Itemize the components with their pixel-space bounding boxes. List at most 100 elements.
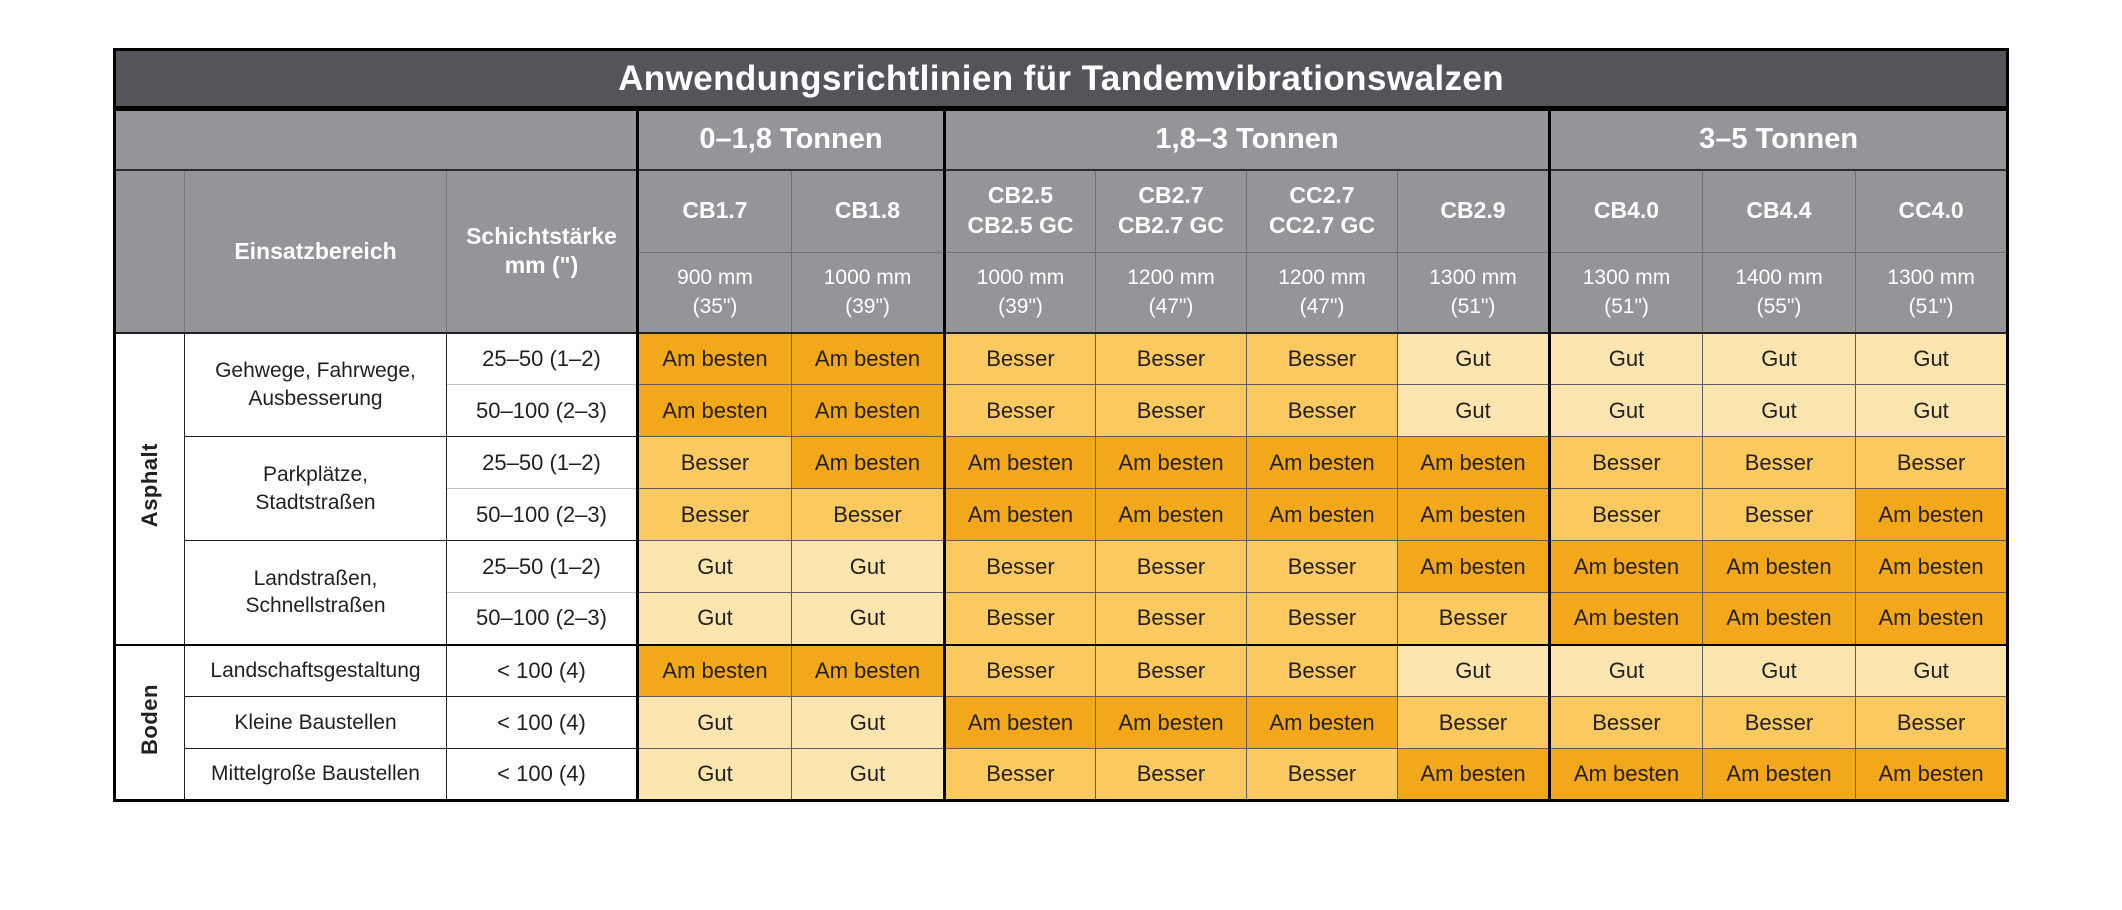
rating-cell: Am besten xyxy=(1246,488,1398,541)
rating-cell: Am besten xyxy=(636,384,792,437)
rating-cell: Am besten xyxy=(791,384,945,437)
section-label: Boden xyxy=(114,643,185,801)
rating-cell: Am besten xyxy=(1702,540,1856,593)
model-header: CB4.0 xyxy=(1548,169,1703,253)
rating-cell: Besser xyxy=(636,436,792,489)
rating-cell: Gut xyxy=(1854,643,2008,697)
rating-cell: Besser xyxy=(1246,592,1398,645)
rating-cell: Gut xyxy=(1548,643,1703,697)
rating-cell: Am besten xyxy=(1854,540,2008,593)
rating-cell: Am besten xyxy=(1854,748,2008,801)
einsatzbereich-cell: Gehwege, Fahrwege, Ausbesserung xyxy=(184,331,447,437)
drum-width-cell: 1200 mm (47") xyxy=(1095,252,1247,333)
drum-width-cell: 1300 mm (51") xyxy=(1854,252,2008,333)
rating-cell: Besser xyxy=(1095,592,1247,645)
rating-cell: Am besten xyxy=(943,436,1096,489)
drum-width-cell: 1000 mm (39") xyxy=(943,252,1096,333)
table-row: Boden Landschaftsgestaltung < 100 (4) Am be… xyxy=(114,643,2008,801)
rating-cell: Besser xyxy=(1548,488,1703,541)
table-row: Parkplätze, Stadtstraßen 25–50 (1–2) Besse… xyxy=(115,436,2008,541)
rating-cell: Am besten xyxy=(791,331,945,385)
rating-cell: Am besten xyxy=(1548,540,1703,593)
rating-cell: Besser xyxy=(943,331,1096,385)
rating-cell: Besser xyxy=(943,592,1096,645)
rating-cell: Gut xyxy=(791,748,945,801)
einsatzbereich-cell: Kleine Baustellen xyxy=(184,696,447,749)
table-row: 50–100 (2–3) Am besten Am besten Besser Bess… xyxy=(115,384,2008,437)
rating-cell: Am besten xyxy=(1397,540,1550,593)
rating-cell: Am besten xyxy=(1397,488,1550,541)
rating-cell: Besser xyxy=(1095,331,1247,385)
model-header-row: Einsatzbereich Schichtstärke mm (") CB1.… xyxy=(114,169,2008,333)
rating-cell: Gut xyxy=(1702,384,1856,437)
model-header: CB1.7 xyxy=(636,169,792,253)
rating-cell: Besser xyxy=(1246,384,1398,437)
model-header: CC2.7 CC2.7 GC xyxy=(1246,169,1398,253)
rating-cell: Besser xyxy=(943,540,1096,593)
schichtstaerke-cell: 25–50 (1–2) xyxy=(446,436,638,489)
drum-width-cell: 1300 mm (51") xyxy=(1548,252,1703,333)
drum-width-cell: 1200 mm (47") xyxy=(1246,252,1398,333)
rating-cell: Besser xyxy=(1095,384,1247,437)
rating-cell: Am besten xyxy=(1246,436,1398,489)
weight-class-header: 3–5 Tonnen xyxy=(1547,108,2008,171)
rating-cell: Besser xyxy=(1397,592,1550,645)
rating-cell: Am besten xyxy=(1548,748,1703,801)
drum-width-cell: 900 mm (35") xyxy=(636,252,792,333)
model-header: CC4.0 xyxy=(1854,169,2008,253)
rating-cell: Am besten xyxy=(1095,488,1247,541)
rating-cell: Gut xyxy=(791,540,945,593)
drum-width-row: 900 mm (35") 1000 mm (39") 1000 mm (39") 12… xyxy=(115,252,2008,333)
corner-section-cell xyxy=(114,169,185,333)
rating-cell: Gut xyxy=(1548,384,1703,437)
schichtstaerke-cell: < 100 (4) xyxy=(446,748,638,801)
rating-cell: Besser xyxy=(1095,643,1247,697)
table-row: Landstraßen, Schnellstraßen 25–50 (1–2) Gu… xyxy=(115,540,2008,645)
rating-cell: Gut xyxy=(1397,643,1550,697)
corner-blank-cell xyxy=(114,108,638,171)
drum-width-cell: 1300 mm (51") xyxy=(1397,252,1550,333)
rating-cell: Am besten xyxy=(1095,696,1247,749)
rating-cell: Am besten xyxy=(1246,696,1398,749)
rating-cell: Gut xyxy=(636,592,792,645)
weight-class-header: 1,8–3 Tonnen xyxy=(943,108,1550,171)
table-row: Kleine Baustellen < 100 (4) Gut Gut Am beste… xyxy=(115,696,2008,749)
table-row: 50–100 (2–3) Besser Besser Am besten Am best… xyxy=(115,488,2008,541)
rating-cell: Am besten xyxy=(1854,488,2008,541)
rating-cell: Besser xyxy=(1702,436,1856,489)
rating-cell: Besser xyxy=(1246,643,1398,697)
rating-cell: Am besten xyxy=(1095,436,1247,489)
schichtstaerke-header: Schichtstärke mm (") xyxy=(446,169,638,333)
rating-cell: Besser xyxy=(1548,436,1703,489)
schichtstaerke-cell: 50–100 (2–3) xyxy=(446,488,638,541)
rating-cell: Am besten xyxy=(1397,748,1550,801)
rating-cell: Am besten xyxy=(791,643,945,697)
rating-cell: Gut xyxy=(1702,643,1856,697)
rating-cell: Besser xyxy=(1854,696,2008,749)
rating-cell: Besser xyxy=(943,384,1096,437)
rating-cell: Gut xyxy=(1854,384,2008,437)
rating-cell: Gut xyxy=(1548,331,1703,385)
rating-cell: Besser xyxy=(1702,488,1856,541)
rating-cell: Besser xyxy=(1854,436,2008,489)
rating-cell: Besser xyxy=(1095,748,1247,801)
drum-width-cell: 1400 mm (55") xyxy=(1702,252,1856,333)
einsatzbereich-cell: Landstraßen, Schnellstraßen xyxy=(184,540,447,645)
einsatzbereich-header: Einsatzbereich xyxy=(184,169,447,333)
weight-class-row: 0–1,8 Tonnen 1,8–3 Tonnen 3–5 Tonnen xyxy=(114,108,2008,171)
section-label-text: Boden xyxy=(137,683,162,755)
drum-width-cell: 1000 mm (39") xyxy=(791,252,945,333)
rating-cell: Besser xyxy=(1095,540,1247,593)
einsatzbereich-cell: Mittelgroße Baustellen xyxy=(184,748,447,801)
rating-cell: Am besten xyxy=(1397,436,1550,489)
rating-cell: Am besten xyxy=(943,488,1096,541)
einsatzbereich-cell: Parkplätze, Stadtstraßen xyxy=(184,436,447,541)
rating-cell: Besser xyxy=(1397,696,1550,749)
section-label-text: Asphalt xyxy=(137,443,162,528)
rating-cell: Am besten xyxy=(1548,592,1703,645)
model-header: CB1.8 xyxy=(791,169,945,253)
rating-cell: Besser xyxy=(791,488,945,541)
model-header: CB2.5 CB2.5 GC xyxy=(943,169,1096,253)
schichtstaerke-cell: 50–100 (2–3) xyxy=(446,384,638,437)
rating-cell: Besser xyxy=(1246,331,1398,385)
